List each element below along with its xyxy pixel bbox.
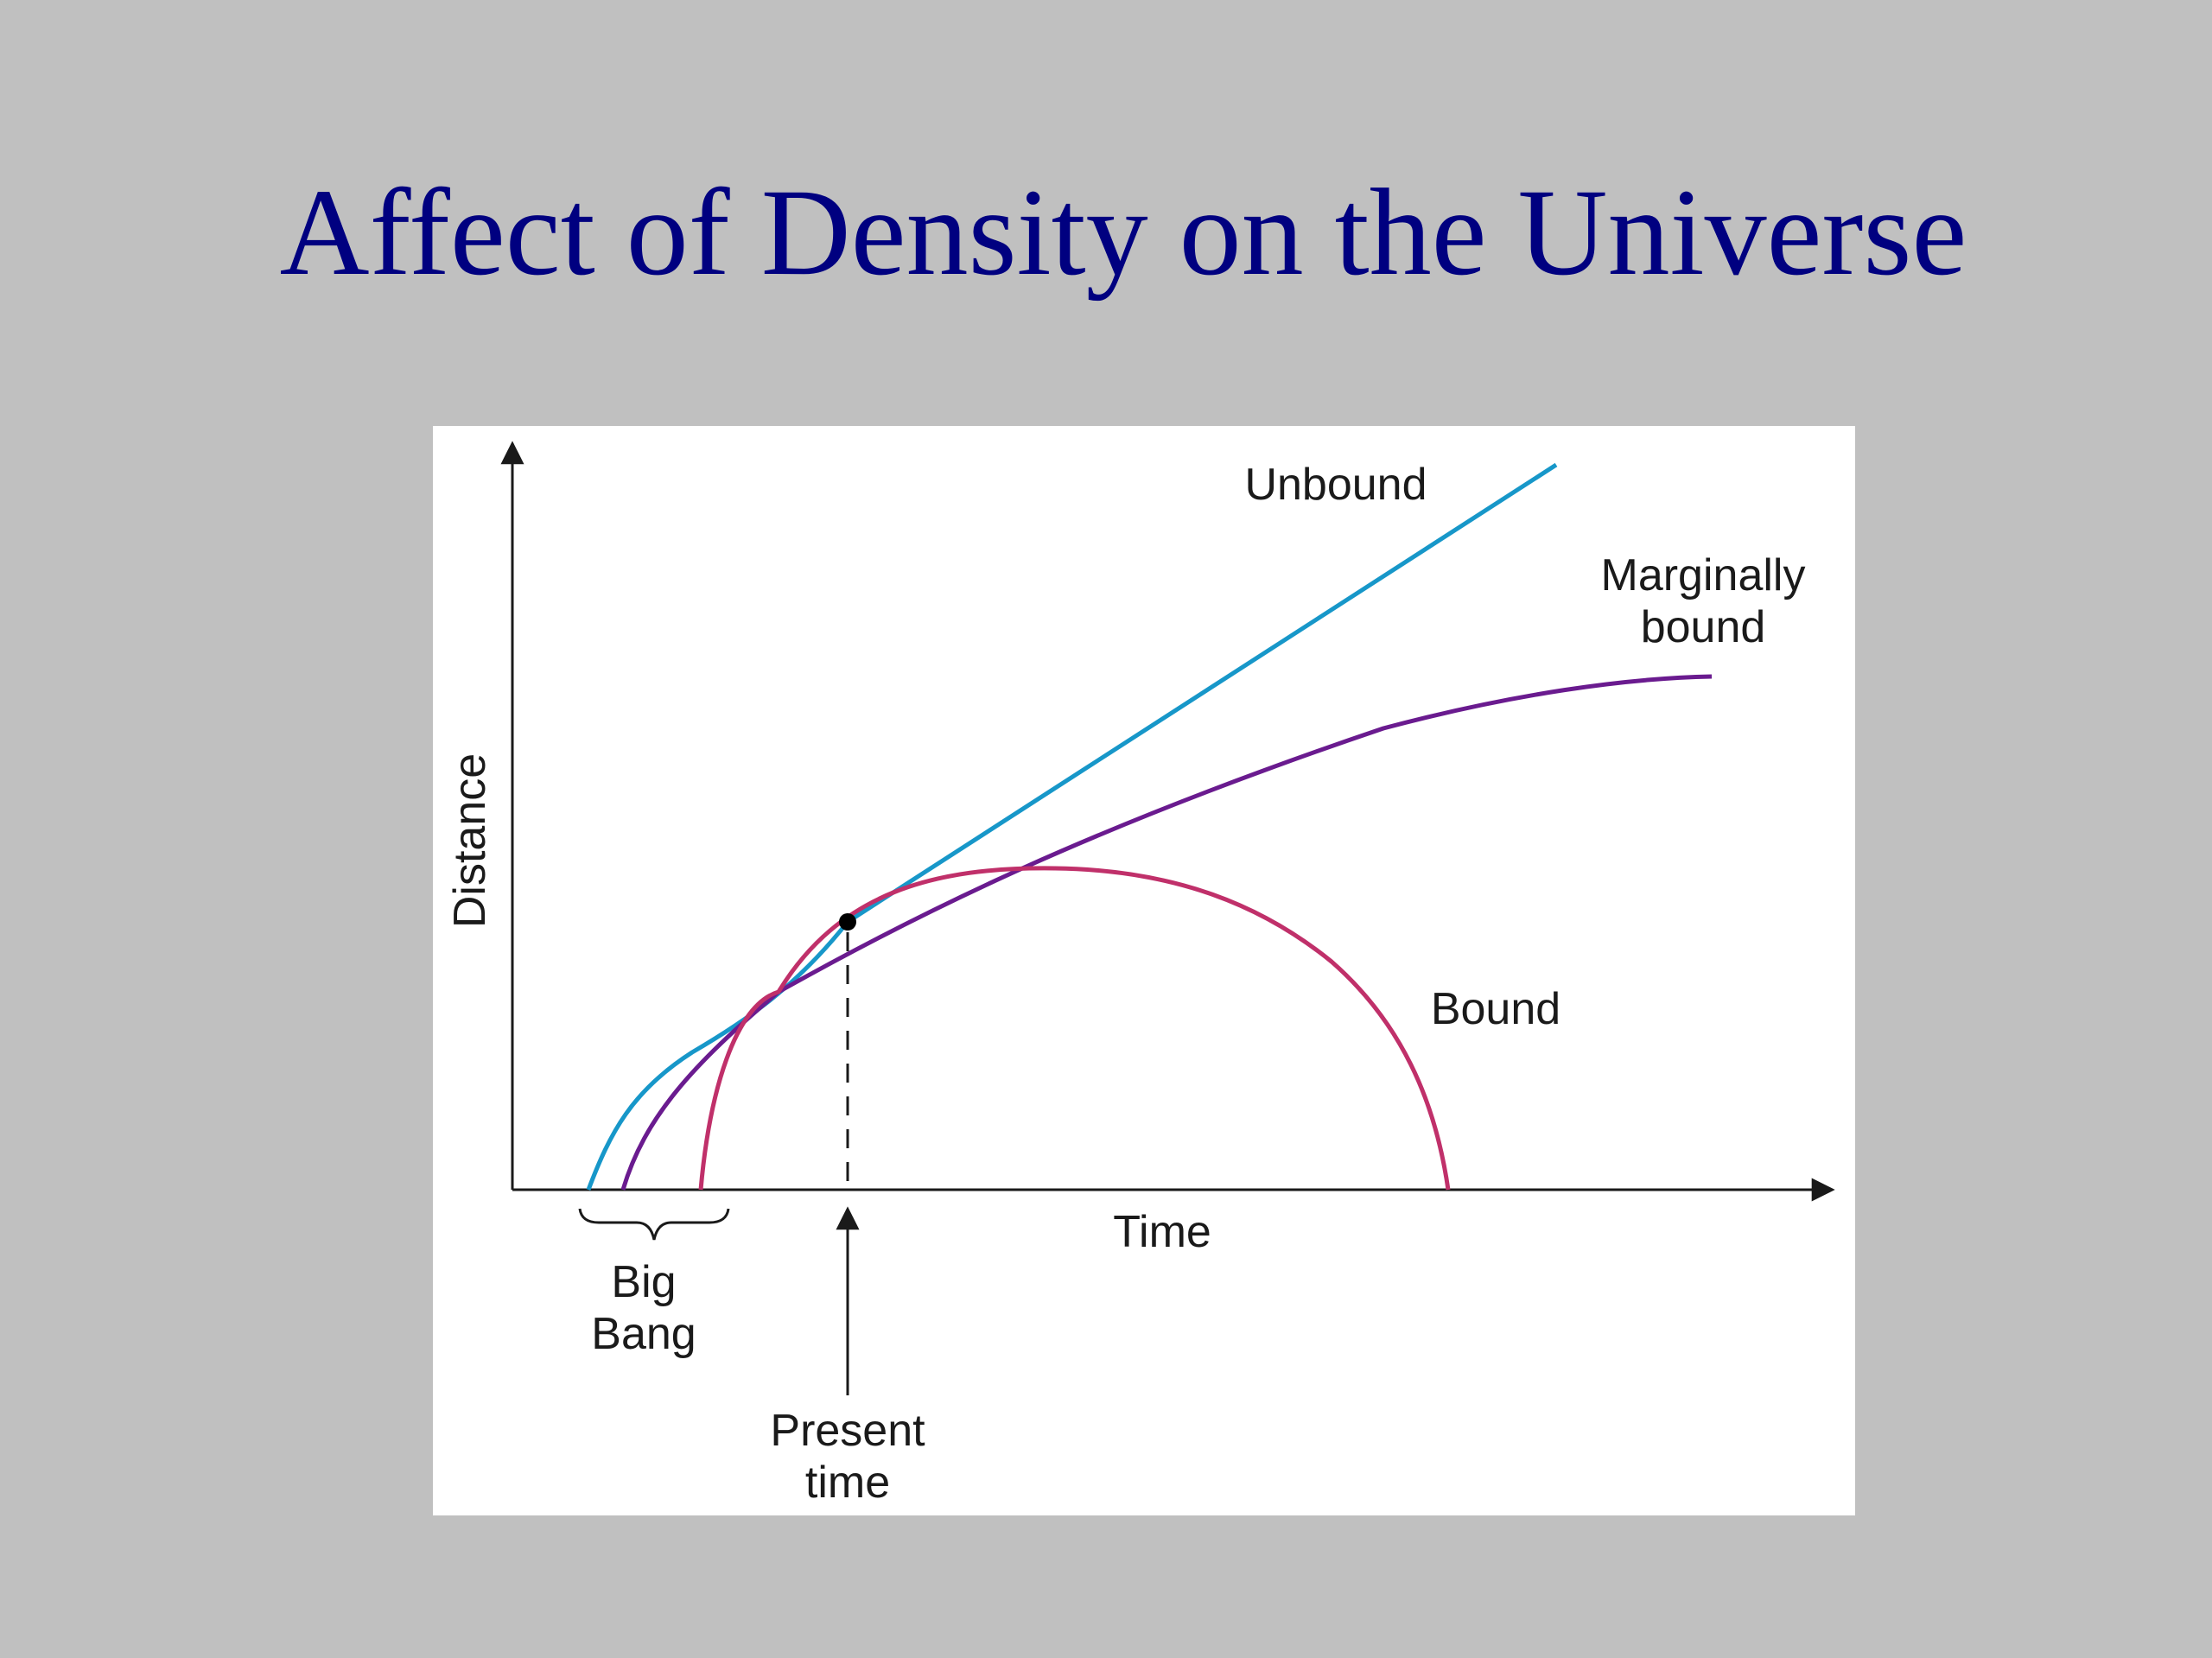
bound-curve — [698, 866, 1451, 1191]
marginally-bound-label-line1: Marginally — [1601, 550, 1806, 600]
slide-title: Affect of Density on the Universe — [279, 164, 1967, 302]
density-diagram: Distance Time Unbound Marginally bound B… — [445, 441, 1835, 1508]
big-bang-label-line1: Big — [611, 1257, 676, 1307]
present-time-label-line1: Present — [770, 1406, 925, 1456]
present-time-label-line2: time — [805, 1458, 890, 1508]
y-axis-label: Distance — [445, 753, 495, 928]
density-diagram-panel: Distance Time Unbound Marginally bound B… — [433, 426, 1855, 1515]
unbound-label: Unbound — [1244, 460, 1427, 510]
big-bang-brace — [578, 1208, 730, 1241]
marginally-bound-curve — [620, 674, 1713, 1191]
big-bang-label-line2: Bang — [591, 1309, 696, 1359]
x-axis-label: Time — [1113, 1207, 1211, 1257]
marginally-bound-label-line2: bound — [1641, 602, 1766, 652]
bound-label: Bound — [1431, 984, 1560, 1034]
unbound-curve — [586, 462, 1558, 1191]
present-time-point — [839, 913, 856, 931]
